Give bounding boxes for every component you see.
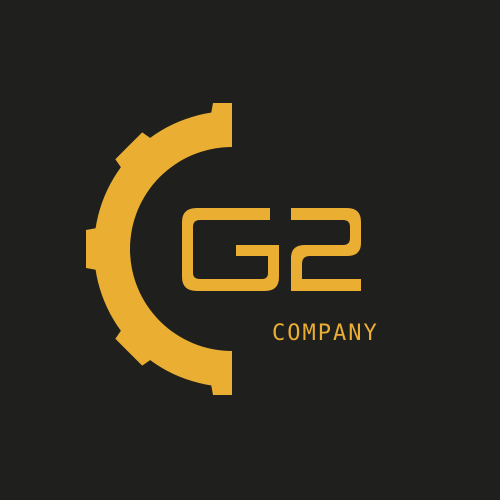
company-wordmark: COMPANY — [272, 321, 379, 346]
logo-monogram — [182, 208, 361, 291]
gear-icon — [86, 103, 370, 395]
